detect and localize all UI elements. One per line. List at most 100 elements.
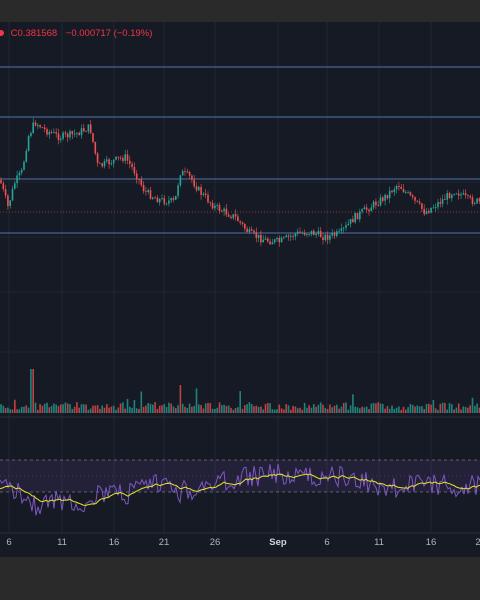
- volume-bar: [264, 403, 267, 413]
- rsi-line: [0, 463, 480, 516]
- volume-bar: [257, 406, 260, 413]
- candle-body: [391, 190, 393, 193]
- candle-body: [368, 209, 370, 212]
- volume-bar: [207, 402, 209, 413]
- candle-body: [41, 127, 44, 129]
- candle-body: [257, 234, 260, 238]
- chart-area[interactable]: C0.381568 −0.000717 (−0.19%) 6 11 16 21 …: [0, 22, 480, 557]
- volume-bar: [170, 403, 172, 413]
- time-axis[interactable]: 6 11 16 21 26 Sep 6 11 16 2: [0, 533, 480, 553]
- candle-body: [352, 219, 354, 223]
- candle-body: [349, 219, 352, 224]
- volume-bar: [158, 405, 161, 413]
- volume-bar: [60, 404, 62, 413]
- candle-body: [14, 183, 16, 189]
- candle-body: [260, 234, 262, 243]
- volume-bar: [195, 388, 198, 413]
- candle-body: [4, 189, 7, 196]
- volume-bar: [85, 404, 87, 413]
- candle-body: [172, 198, 175, 200]
- candle-body: [50, 131, 53, 133]
- volume-bar: [218, 402, 221, 413]
- volume-bar: [23, 406, 25, 413]
- candle-body: [9, 200, 11, 206]
- volume-bar: [444, 402, 446, 413]
- candle-body: [299, 231, 301, 234]
- candle-body: [365, 207, 368, 210]
- price-chart[interactable]: [0, 22, 480, 557]
- volume-bar: [280, 408, 283, 413]
- volume-bar: [138, 408, 140, 413]
- time-label: 16: [108, 537, 120, 548]
- candle-body: [405, 192, 407, 194]
- volume-bar: [20, 406, 23, 413]
- candle-body: [336, 231, 338, 236]
- candle-body: [241, 222, 244, 224]
- candle-body: [239, 221, 241, 223]
- volume-bar: [147, 403, 149, 413]
- candle-body: [193, 179, 195, 187]
- volume-bar: [32, 369, 34, 413]
- candle-body: [76, 132, 78, 134]
- volume-bar: [354, 406, 356, 413]
- volume-bar: [451, 404, 453, 413]
- volume-bar: [202, 408, 205, 413]
- candle-body: [11, 188, 14, 201]
- candle-body: [237, 216, 239, 222]
- candle-body: [124, 154, 126, 161]
- time-label: 16: [425, 537, 437, 548]
- time-label: 21: [158, 537, 170, 548]
- volume-bar: [306, 407, 308, 413]
- volume-bar: [370, 403, 373, 413]
- volume-bar: [423, 409, 425, 413]
- volume-bar: [163, 404, 166, 413]
- candle-body: [322, 237, 324, 241]
- candle-body: [474, 203, 476, 205]
- volume-bar: [135, 408, 138, 413]
- candle-body: [195, 186, 198, 191]
- close-value: 0.381568: [17, 28, 58, 39]
- volume-bar: [179, 385, 182, 413]
- volume-bar: [57, 406, 60, 413]
- candle-body: [37, 125, 39, 126]
- candle-body: [119, 157, 122, 159]
- candle-body: [306, 234, 308, 236]
- candle-body: [39, 125, 41, 128]
- candle-body: [361, 209, 363, 212]
- candle-body: [89, 124, 92, 134]
- volume-bar: [326, 409, 329, 413]
- candle-body: [377, 205, 379, 206]
- volume-bar: [89, 408, 92, 413]
- candle-body: [280, 237, 283, 243]
- time-label-month: Sep: [269, 537, 287, 548]
- candle-body: [48, 131, 51, 135]
- symbol-status-dot: [0, 30, 4, 37]
- candle-body: [0, 180, 2, 184]
- volume-bar: [140, 391, 143, 413]
- candle-body: [230, 216, 232, 219]
- candle-body: [80, 128, 83, 136]
- candle-body: [83, 128, 85, 132]
- candle-body: [278, 238, 281, 243]
- candle-body: [308, 234, 310, 235]
- volume-bar: [453, 409, 455, 413]
- volume-bar: [62, 404, 64, 413]
- volume-bar: [117, 407, 120, 413]
- close-prefix: C: [10, 28, 18, 39]
- candle-body: [23, 161, 25, 170]
- volume-bar: [110, 406, 113, 413]
- volume-bar: [283, 409, 285, 413]
- volume-bar: [106, 404, 108, 413]
- time-label: 11: [57, 537, 67, 548]
- volume-bar: [262, 409, 264, 413]
- candle-body: [400, 186, 402, 189]
- candle-body: [382, 197, 384, 201]
- candle-body: [154, 197, 156, 199]
- volume-bar: [271, 409, 274, 413]
- candle-body: [395, 185, 398, 190]
- candle-body: [60, 138, 62, 141]
- candle-body: [253, 230, 255, 233]
- volume-bar: [108, 407, 110, 413]
- volume-bar: [4, 407, 7, 413]
- candle-body: [138, 179, 140, 181]
